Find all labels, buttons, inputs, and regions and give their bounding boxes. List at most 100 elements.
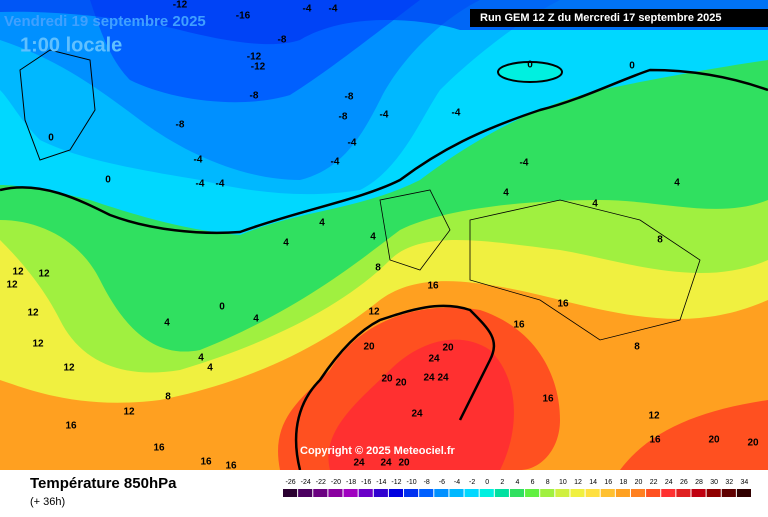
scale-swatch	[343, 489, 358, 497]
scale-swatch	[494, 489, 509, 497]
contour-label: 12	[6, 280, 18, 291]
contour-label: 16	[649, 435, 661, 446]
contour-label: 16	[557, 299, 569, 310]
contour-label: 16	[542, 394, 554, 405]
scale-label: 8	[546, 479, 550, 486]
contour-label: -4	[380, 110, 389, 121]
contour-label: 8	[634, 342, 640, 353]
contour-label: 24	[353, 458, 365, 469]
contour-label: -12	[173, 0, 188, 11]
contour-label: 8	[657, 235, 663, 246]
scale-label: 24	[665, 479, 673, 486]
contour-label: 0	[105, 175, 111, 186]
scale-swatch	[570, 489, 585, 497]
scale-swatch	[646, 489, 661, 497]
contour-label: 8	[165, 392, 171, 403]
scale-swatch	[283, 489, 298, 497]
contour-label: 16	[513, 320, 525, 331]
scale-label: 22	[650, 479, 658, 486]
scale-label: 0	[485, 479, 489, 486]
scale-swatch	[509, 489, 525, 497]
contour-label: 16	[65, 421, 77, 432]
contour-label: 0	[219, 302, 225, 313]
scale-label: -10	[407, 479, 417, 486]
contour-label: 4	[164, 318, 170, 329]
contour-label: 12	[63, 363, 75, 374]
run-box	[470, 9, 768, 27]
contour-label: 20	[708, 435, 720, 446]
contour-label: 4	[503, 188, 509, 199]
contour-label: 24	[437, 373, 449, 384]
contour-label: 12	[38, 269, 50, 280]
contour-label: 24	[380, 458, 392, 469]
contour-label: 20	[381, 374, 393, 385]
scale-label: -26	[286, 479, 296, 486]
copyright: Copyright © 2025 Meteociel.fr	[300, 445, 456, 457]
contour-label: 0	[48, 133, 54, 144]
contour-label: -8	[278, 35, 287, 46]
map	[0, 0, 768, 471]
contour-label: 16	[225, 461, 237, 472]
contour-label: 4	[207, 363, 213, 374]
contour-label: 16	[200, 457, 212, 468]
scale-swatch	[540, 489, 555, 497]
contour-label: 16	[153, 443, 165, 454]
contour-label: 12	[648, 411, 660, 422]
contour-label: 4	[592, 199, 598, 210]
contour-label: -16	[236, 11, 251, 22]
scale-label: 20	[635, 479, 643, 486]
contour-label: 4	[370, 232, 376, 243]
scale-label: -6	[439, 479, 445, 486]
contour-label: -4	[452, 108, 461, 119]
scale-label: -22	[316, 479, 326, 486]
contour-label: 20	[363, 342, 375, 353]
scale-swatch	[479, 489, 494, 497]
scale-swatch	[721, 489, 736, 497]
scale-label: 14	[589, 479, 597, 486]
scale-label: 32	[725, 479, 733, 486]
scale-label: -2	[469, 479, 475, 486]
scale-swatch	[676, 489, 691, 497]
contour-label: 0	[527, 60, 533, 71]
contour-labels: -12-16-4 -4-8-12-12-8 -8-8 -4 -4-8-4-4 -4-4-4…	[6, 0, 759, 472]
scale-swatch	[464, 489, 479, 497]
scale-swatch	[630, 489, 646, 497]
forecast-time: 1:00 locale	[20, 34, 122, 56]
contour-label: 12	[27, 308, 39, 319]
color-scale: -26 -24 -22 -20 -18 -16 -14 -12 -10 -8 -6 -4 -2 0 2 4 6 8…	[283, 479, 751, 497]
scale-swatch	[525, 489, 540, 497]
contour-label: 16	[427, 281, 439, 292]
scale-swatch	[661, 489, 676, 497]
scale-swatch	[706, 489, 721, 497]
contour-label: 8	[375, 263, 381, 274]
scale-label: -18	[346, 479, 356, 486]
footer-lead: (+ 36h)	[30, 496, 65, 508]
contour-label: -4	[520, 158, 529, 169]
scale-label: 2	[500, 479, 504, 486]
contour-label: 20	[442, 343, 454, 354]
scale-label: 26	[680, 479, 688, 486]
scale-label: 30	[710, 479, 718, 486]
contour-label: 24	[428, 354, 440, 365]
run-info: Run GEM 12 Z du Mercredi 17 septembre 20…	[480, 12, 721, 24]
scale-swatch	[313, 489, 328, 497]
contour-label: 4	[674, 178, 680, 189]
scale-label: 28	[695, 479, 703, 486]
contour-label: 24	[423, 373, 435, 384]
contour-label: -8	[250, 91, 259, 102]
contour-label: -4	[348, 138, 357, 149]
scale-swatch	[434, 489, 449, 497]
contour-label: 4	[198, 353, 204, 364]
scale-swatch	[691, 489, 706, 497]
contour-label: -4	[216, 179, 225, 190]
scale-swatch	[419, 489, 434, 497]
contour-label: -12	[251, 62, 266, 73]
scale-swatch	[298, 489, 313, 497]
contour-label: 12	[123, 407, 135, 418]
scale-label: 4	[516, 479, 520, 486]
scale-swatch	[388, 489, 404, 497]
contour-label: 20	[398, 458, 410, 469]
contour-label: -4	[303, 4, 312, 15]
contour-label: -4	[196, 179, 205, 190]
